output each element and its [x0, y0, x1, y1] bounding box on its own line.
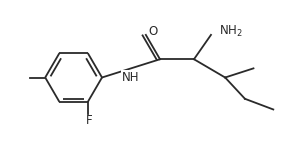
Text: F: F — [86, 114, 93, 127]
Text: NH: NH — [122, 71, 139, 84]
Text: O: O — [148, 25, 158, 38]
Text: NH$_2$: NH$_2$ — [219, 24, 243, 39]
